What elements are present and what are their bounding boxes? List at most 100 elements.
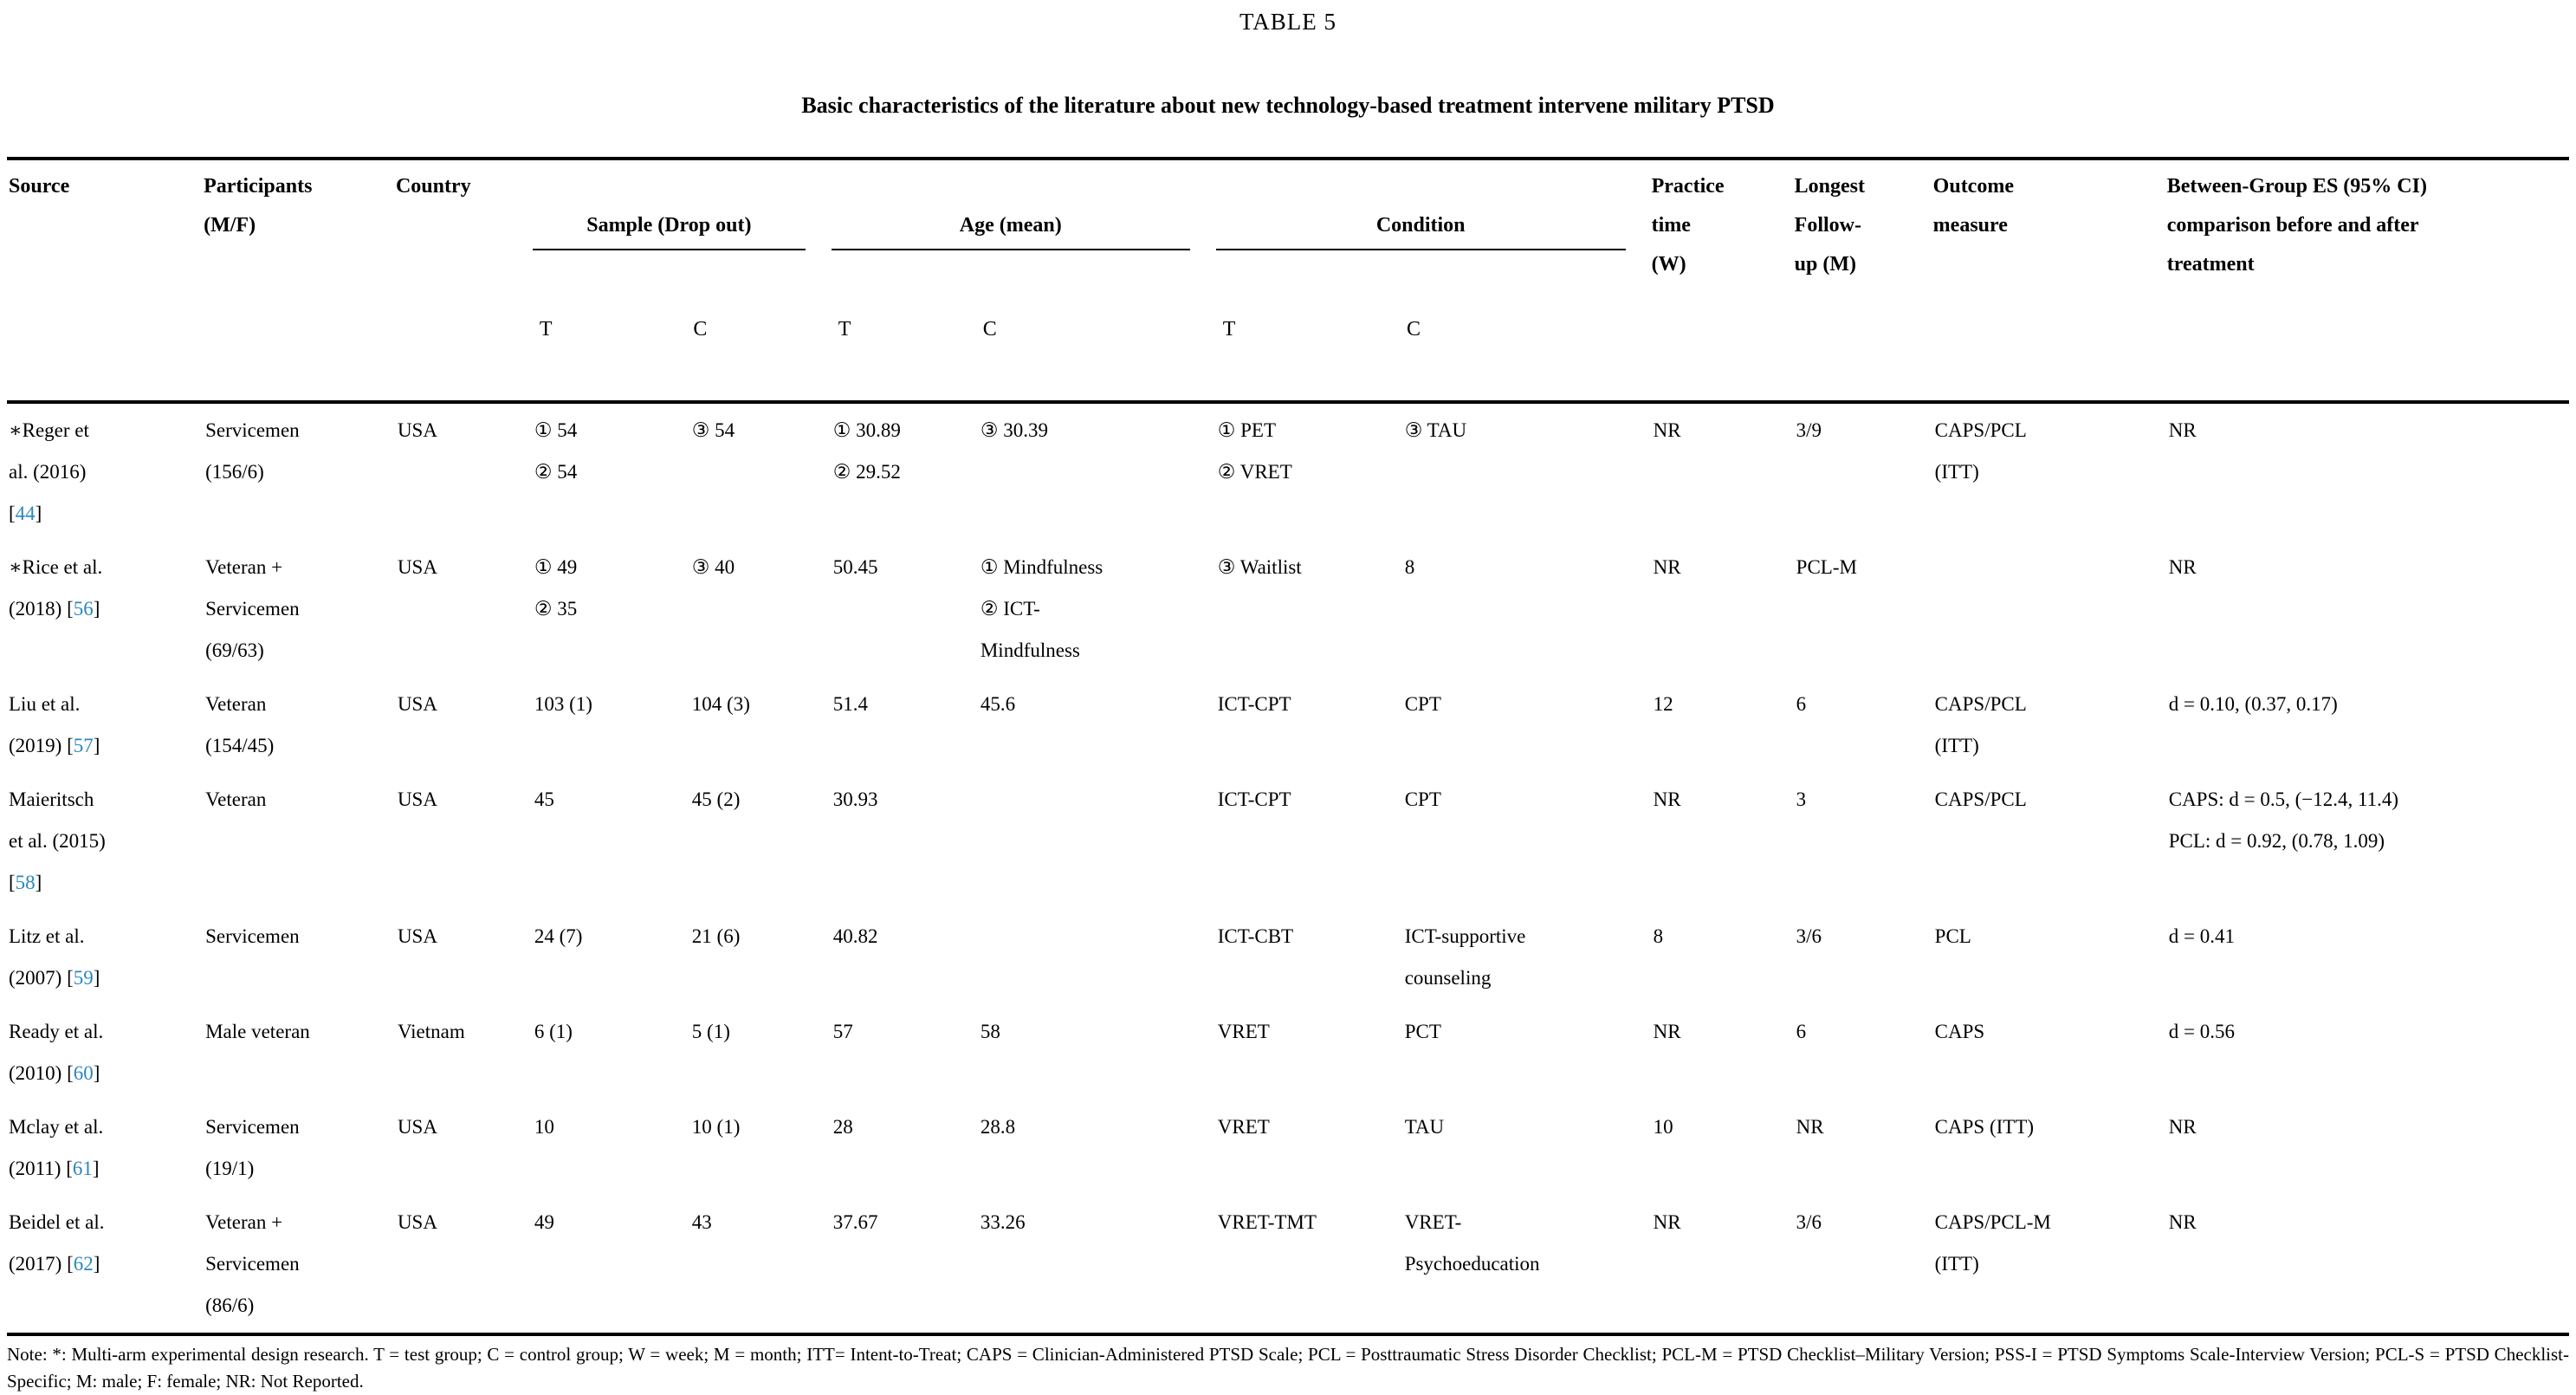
cell-sample_c: 21 (6) xyxy=(691,925,741,947)
cell-outcome: CAPS/PCL (ITT) xyxy=(1934,419,2027,483)
cell-sample_c: ③ 54 xyxy=(691,419,735,441)
cell-age_t: 50.45 xyxy=(832,556,878,578)
table-row: Maieritsch et al. (2015) [58] Veteran USA 45 4… xyxy=(7,773,2569,910)
subcol-header-age-c: C xyxy=(982,318,997,341)
cell-practice: 10 xyxy=(1653,1116,1673,1138)
cell-participants: Veteran (154/45) xyxy=(205,693,275,756)
cell-outcome xyxy=(1932,541,2165,678)
subcol-header-condition-c: C xyxy=(1407,318,1421,341)
cell-country: USA xyxy=(397,1211,437,1233)
cell-practice: NR xyxy=(1653,419,1681,441)
table-row: ∗Reger et al. (2016) [44] Servicemen (156/6… xyxy=(7,402,2569,541)
cell-es: d = 0.56 xyxy=(2168,1021,2235,1042)
cell-age_t: 30.93 xyxy=(832,788,878,810)
table-row: Mclay et al. (2011) [61] Servicemen (19/1)… xyxy=(7,1100,2569,1196)
citation-link[interactable]: 60 xyxy=(73,1062,94,1084)
cell-participants: Servicemen (156/6) xyxy=(205,419,300,483)
cell-country: USA xyxy=(397,1116,437,1138)
cell-sample_c: 10 (1) xyxy=(691,1116,741,1138)
header-row: Source Participants (M/F) Country Sample… xyxy=(7,159,2569,404)
cell-cond_t: VRET-TMT xyxy=(1217,1211,1317,1233)
cell-sample_t: 49 xyxy=(534,1211,554,1233)
cell-outcome: CAPS xyxy=(1934,1021,1985,1042)
citation-link[interactable]: 44 xyxy=(15,503,36,524)
col-header-condition-group: Condition T C xyxy=(1214,159,1650,404)
table-row: Litz et al. (2007) [59] Servicemen USA 24 (7… xyxy=(7,910,2569,1005)
cell-age_t: ① 30.89 ② 29.52 xyxy=(832,419,901,483)
cell-followup: 6 xyxy=(1796,693,1807,715)
cell-age_c: 33.26 xyxy=(980,1211,1026,1233)
cell-cond_c: 8 xyxy=(1404,556,1415,578)
cell-age_t: 28 xyxy=(832,1116,853,1138)
table-row: Beidel et al. (2017) [62] Veteran + Servic… xyxy=(7,1196,2569,1334)
cell-sample_t: 45 xyxy=(534,788,554,810)
cell-followup: 3/6 xyxy=(1796,925,1822,947)
table-label: TABLE 5 xyxy=(1239,9,1337,35)
cell-practice: 12 xyxy=(1653,693,1673,715)
cell-age_c xyxy=(977,910,1214,1005)
cell-participants: Servicemen xyxy=(205,925,300,947)
cell-participants: Veteran + Servicemen (86/6) xyxy=(205,1211,300,1316)
cell-country: USA xyxy=(397,693,437,715)
cell-source: Mclay et al. (2011) [61] xyxy=(9,1116,104,1179)
cell-age_t: 37.67 xyxy=(832,1211,878,1233)
cell-participants: Veteran + Servicemen (69/63) xyxy=(205,556,300,661)
cell-sample_t: 103 (1) xyxy=(534,693,592,715)
cell-outcome: CAPS/PCL (ITT) xyxy=(1934,693,2027,756)
citation-link[interactable]: 58 xyxy=(15,872,36,893)
cell-practice: NR xyxy=(1653,788,1681,810)
subcol-header-age-t: T xyxy=(838,318,851,341)
cell-outcome: CAPS (ITT) xyxy=(1934,1116,2035,1138)
col-header-outcome-measure: Outcome measure xyxy=(1931,159,2165,404)
cell-sample_c: 104 (3) xyxy=(691,693,750,715)
table-note: Note: *: Multi-arm experimental design r… xyxy=(7,1344,2569,1392)
citation-link[interactable]: 59 xyxy=(73,967,94,989)
cell-followup: 3/6 xyxy=(1796,1211,1822,1233)
cell-cond_c: ③ TAU xyxy=(1404,419,1467,441)
cell-practice: NR xyxy=(1653,556,1681,578)
col-header-longest-followup: Longest Follow- up (M) xyxy=(1792,159,1932,404)
cell-outcome: CAPS/PCL xyxy=(1934,788,2027,810)
cell-cond_t: ICT-CBT xyxy=(1217,925,1294,947)
citation-link[interactable]: 57 xyxy=(73,735,94,756)
cell-followup: NR xyxy=(1796,1116,1824,1138)
cell-cond_c: ICT-supportive counseling xyxy=(1404,925,1526,989)
cell-practice: NR xyxy=(1653,1021,1681,1042)
col-header-participants: Participants (M/F) xyxy=(202,159,394,404)
cell-cond_t: VRET xyxy=(1217,1021,1270,1042)
col-header-practice-time: Practice time (W) xyxy=(1649,159,1793,404)
cell-source: Liu et al. (2019) [57] xyxy=(9,693,100,756)
cell-source: Beidel et al. (2017) [62] xyxy=(9,1211,105,1275)
col-header-age: Age (mean) xyxy=(831,206,1190,250)
cell-country: USA xyxy=(397,556,437,578)
col-header-age-group: Age (mean) T C xyxy=(829,159,1214,404)
col-header-sample: Sample (Drop out) xyxy=(532,206,806,250)
cell-es: NR xyxy=(2168,1116,2197,1138)
cell-cond_t: ③ Waitlist xyxy=(1217,556,1302,578)
cell-es: NR xyxy=(2168,1211,2197,1233)
cell-sample_c: 43 xyxy=(691,1211,712,1233)
subcol-header-sample-t: T xyxy=(539,318,553,341)
cell-es: d = 0.41 xyxy=(2168,925,2235,947)
col-header-condition: Condition xyxy=(1215,206,1626,250)
cell-followup: 3 xyxy=(1796,788,1807,810)
cell-country: USA xyxy=(397,419,437,441)
citation-link[interactable]: 61 xyxy=(72,1158,93,1179)
cell-age_c: ③ 30.39 xyxy=(980,419,1048,441)
col-header-country: Country xyxy=(393,159,531,404)
cell-sample_t: 10 xyxy=(534,1116,554,1138)
citation-link[interactable]: 56 xyxy=(73,598,94,620)
cell-es: d = 0.10, (0.37, 0.17) xyxy=(2168,693,2338,715)
cell-cond_c: VRET- Psychoeducation xyxy=(1404,1211,1540,1275)
table-row: ∗Rice et al. (2018) [56] Veteran + Service… xyxy=(7,541,2569,678)
cell-outcome: PCL xyxy=(1934,925,1971,947)
cell-sample_t: ① 49 ② 35 xyxy=(534,556,578,620)
cell-age_t: 40.82 xyxy=(832,925,878,947)
cell-es: NR xyxy=(2168,419,2197,441)
cell-practice: NR xyxy=(1653,1211,1681,1233)
col-header-between-group-es: Between-Group ES (95% CI) comparison bef… xyxy=(2165,159,2569,404)
cell-cond_t: ICT-CPT xyxy=(1217,693,1291,715)
cell-followup: 6 xyxy=(1796,1021,1807,1042)
cell-cond_t: ① PET ② VRET xyxy=(1217,419,1292,483)
paper-page: TABLE 5 Basic characteristics of the lit… xyxy=(0,9,2576,1392)
